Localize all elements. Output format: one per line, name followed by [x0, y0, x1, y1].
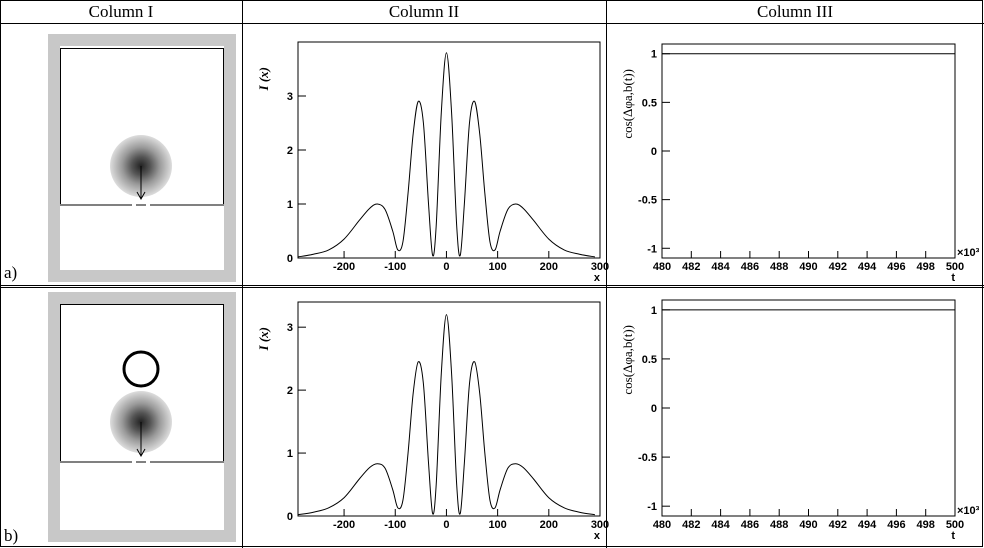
x-tick-label: 494: [858, 519, 877, 531]
x-tick-label: 300: [591, 261, 609, 273]
column-header: Column I: [89, 2, 154, 21]
x-tick-label: 486: [741, 261, 759, 273]
x-tick-label: -200: [333, 261, 355, 273]
x-tick-label: 500: [946, 261, 964, 273]
x-tick-label: 200: [540, 519, 558, 531]
chart: -200 -100 0 100 200 300 0 1 2 3 x I (x): [256, 301, 609, 542]
y-tick-label: 2: [287, 145, 293, 157]
setup-diagram: [48, 34, 236, 282]
x-tick-label: 492: [829, 261, 847, 273]
plot-frame: [661, 299, 956, 517]
x-tick-label: 482: [682, 261, 700, 273]
x-tick-label: 0: [443, 261, 449, 273]
y-tick-label: 1: [651, 305, 657, 317]
y-tick-label: 1: [651, 49, 657, 61]
x-tick-label: -200: [333, 519, 355, 531]
x-axis-label: t: [951, 530, 955, 542]
x-tick-label: 498: [917, 519, 935, 531]
x-axis-label: x: [594, 530, 601, 542]
x-tick-label: 480: [653, 261, 671, 273]
plot-frame: [661, 43, 956, 259]
y-tick-label: 0.5: [642, 354, 657, 366]
x-tick-label: 486: [741, 519, 759, 531]
row-label: a): [4, 263, 17, 282]
x-tick-label: -100: [384, 261, 406, 273]
y-tick-label: 0.5: [642, 97, 657, 109]
x-axis-label: t: [951, 272, 955, 284]
y-tick-label: 0: [651, 146, 657, 158]
column-header: Column II: [389, 2, 460, 21]
plot-frame: [297, 301, 601, 517]
y-tick-label: -1: [647, 501, 657, 513]
x-tick-label: 482: [682, 519, 700, 531]
x-tick-label: 488: [770, 519, 788, 531]
y-tick-label: -0.5: [638, 195, 657, 207]
x-tick-label: 496: [887, 519, 905, 531]
data-line: [297, 314, 595, 516]
y-tick-label: 2: [287, 385, 293, 397]
x-tick-label: 0: [443, 519, 449, 531]
y-axis-label: cos(Δφa,b(t)): [620, 325, 635, 395]
x-tick-label: 494: [858, 261, 877, 273]
x-tick-label: 490: [799, 261, 817, 273]
chart: 480 482 484 486 488 490 492 494 496 498 500 -1 -0.5 0…: [620, 299, 980, 542]
x-tick-label: 484: [711, 519, 730, 531]
y-tick-label: -1: [647, 243, 657, 255]
y-tick-label: 0: [287, 511, 293, 523]
y-tick-label: 1: [287, 448, 293, 460]
x-multiplier: ×10³: [957, 247, 980, 259]
x-axis-label: x: [594, 272, 601, 284]
y-tick-label: 1: [287, 199, 293, 211]
x-tick-label: 300: [591, 519, 609, 531]
row-label: b): [4, 526, 18, 545]
y-axis-label: I (x): [256, 67, 271, 91]
y-tick-label: 0: [287, 253, 293, 265]
y-axis-label: cos(Δφa,b(t)): [620, 69, 635, 139]
x-tick-label: 200: [540, 261, 558, 273]
y-tick-label: 3: [287, 322, 293, 334]
x-tick-label: -100: [384, 519, 406, 531]
y-tick-label: 0: [651, 403, 657, 415]
x-tick-label: 490: [799, 519, 817, 531]
x-tick-label: 484: [711, 261, 730, 273]
chart: 480 482 484 486 488 490 492 494 496 498 500 -1 -0.5 0…: [620, 43, 980, 284]
x-multiplier: ×10³: [957, 505, 980, 517]
y-axis-label: I (x): [256, 327, 271, 351]
x-tick-label: 498: [917, 261, 935, 273]
x-tick-label: 500: [946, 519, 964, 531]
chart: -200 -100 0 100 200 300 0 1 2 3 x I (x): [256, 41, 609, 284]
y-tick-label: 3: [287, 91, 293, 103]
x-tick-label: 496: [887, 261, 905, 273]
x-tick-label: 492: [829, 519, 847, 531]
y-tick-label: -0.5: [638, 452, 657, 464]
column-header: Column III: [757, 2, 833, 21]
setup-diagram: [48, 292, 236, 542]
x-tick-label: 100: [488, 519, 506, 531]
x-tick-label: 488: [770, 261, 788, 273]
x-tick-label: 100: [488, 261, 506, 273]
x-tick-label: 480: [653, 519, 671, 531]
data-line: [297, 52, 595, 258]
